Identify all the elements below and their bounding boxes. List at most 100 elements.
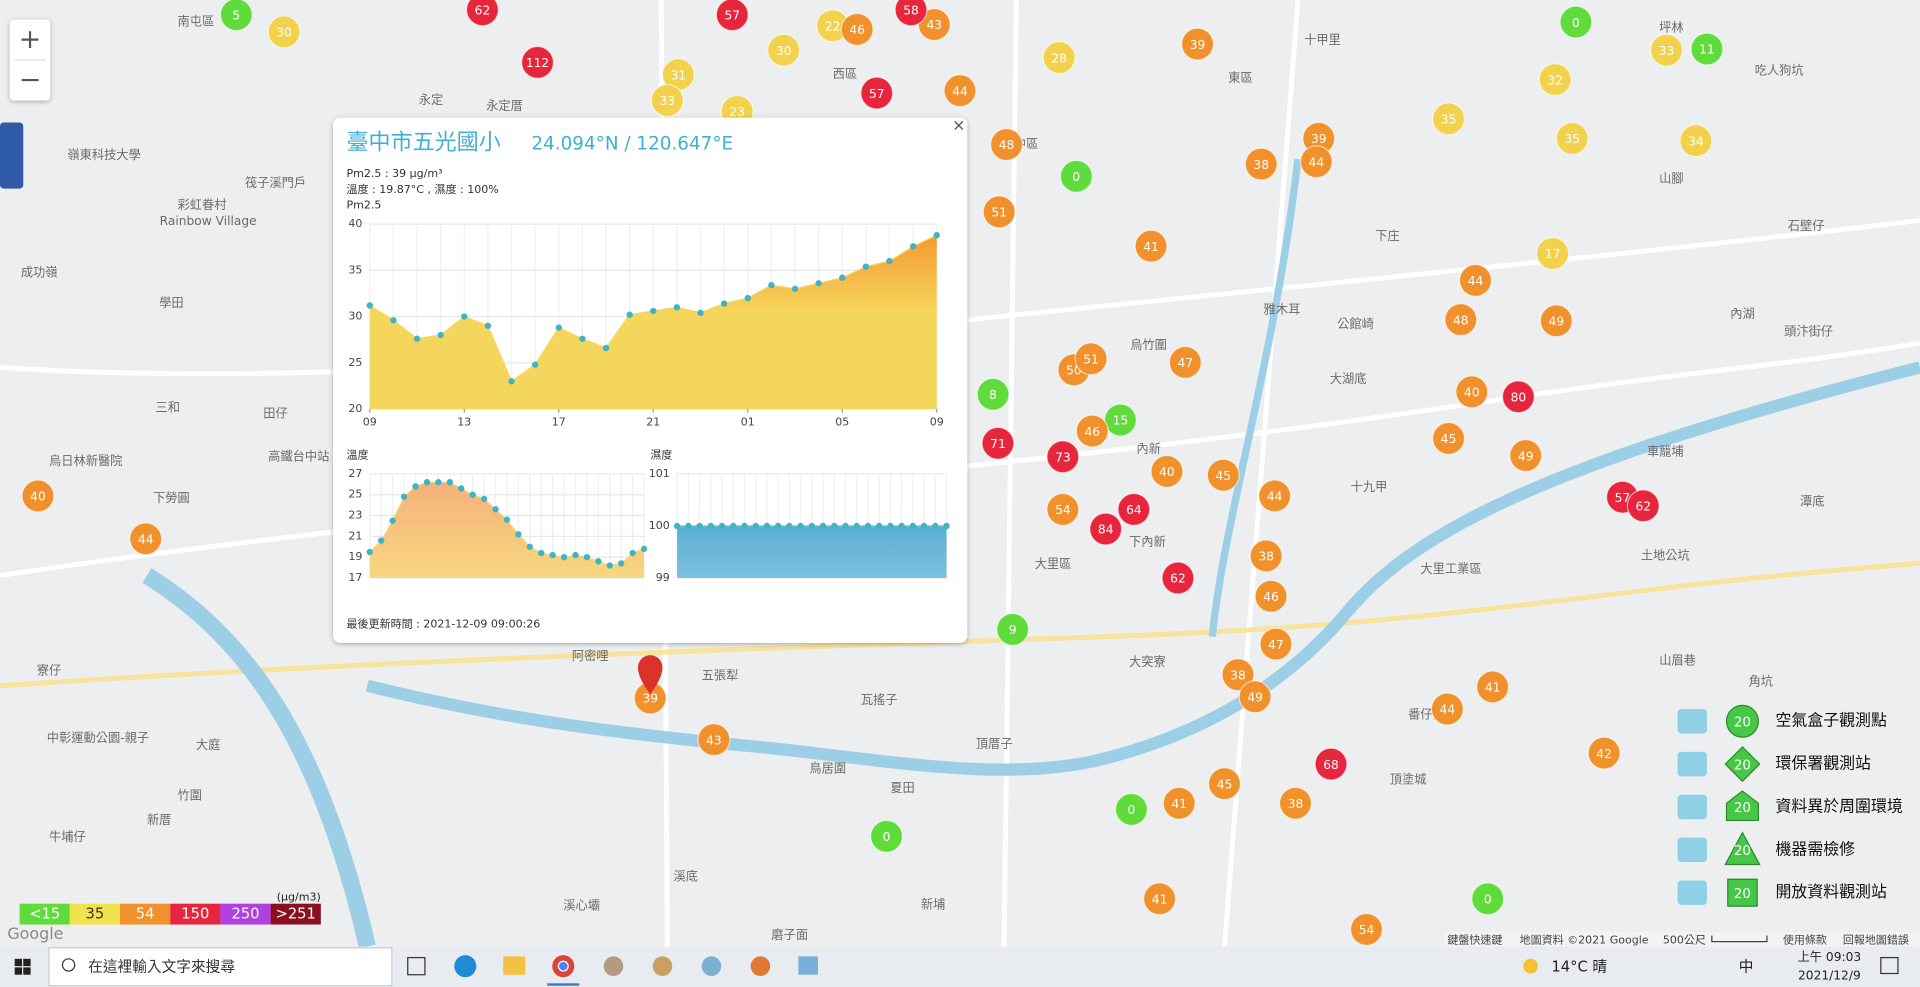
app-icon[interactable] — [652, 956, 673, 976]
y-tick-label: 35 — [348, 263, 362, 276]
x-tick-label: 21 — [646, 415, 660, 428]
app-icon[interactable] — [750, 956, 771, 976]
clock-time: 上午 09:03 — [1798, 950, 1862, 964]
station-marker — [767, 33, 801, 67]
place-label: 大突寮 — [1129, 654, 1166, 669]
point — [898, 522, 905, 530]
station-value: 49 — [1549, 315, 1565, 329]
station-value: 44 — [1440, 703, 1456, 717]
scale-swatch — [120, 903, 171, 925]
explorer-icon[interactable] — [503, 956, 526, 975]
station-marker — [894, 0, 928, 27]
point — [720, 300, 728, 307]
app-icon[interactable] — [798, 956, 818, 975]
attribution-item: 地圖資料 ©2021 Google — [1520, 932, 1649, 946]
point — [583, 553, 591, 561]
place-label: 新厝 — [147, 812, 171, 827]
y-tick-label: 17 — [348, 571, 362, 584]
point — [932, 522, 939, 530]
place-label: 學田 — [159, 296, 183, 310]
search-box[interactable] — [48, 947, 393, 987]
station-marker — [981, 426, 1015, 460]
win-icon — [14, 958, 23, 967]
scale-label: 150 — [181, 906, 209, 923]
zoom-out[interactable]: − — [19, 64, 42, 95]
point — [508, 378, 515, 385]
point — [378, 537, 385, 544]
place-label: 夏田 — [890, 781, 914, 795]
legend-symbol — [1677, 880, 1707, 905]
place-label: 牛埔仔 — [49, 829, 86, 844]
place-label: 筏子溪門戶 — [245, 175, 306, 190]
station-value: 35 — [1564, 132, 1580, 146]
legend-symbol — [1677, 794, 1707, 820]
ime[interactable]: 中 — [1739, 958, 1754, 975]
station-value: 44 — [138, 533, 154, 547]
station-value: 38 — [1288, 797, 1304, 811]
station-value: 38 — [1230, 668, 1246, 682]
station-marker — [1587, 736, 1621, 770]
point — [797, 522, 804, 530]
station-value: 46 — [1263, 590, 1279, 604]
station-marker — [1249, 539, 1283, 573]
station-value: 46 — [849, 23, 865, 37]
place-label: 十九甲 — [1351, 480, 1388, 494]
point — [909, 522, 917, 530]
point — [423, 479, 431, 486]
place-label: 烏竹圍 — [1130, 338, 1167, 352]
point — [886, 257, 893, 265]
win-icon — [23, 967, 31, 975]
place-label: 成功嶺 — [21, 266, 58, 280]
point — [538, 549, 545, 557]
place-label: 烏日林新醫院 — [49, 453, 122, 468]
point — [752, 522, 759, 530]
point — [572, 551, 579, 559]
station-value: 57 — [724, 8, 740, 22]
station-value: 43 — [706, 733, 722, 747]
start-button[interactable] — [14, 958, 31, 975]
station-value: 48 — [999, 138, 1015, 152]
popup: × 臺中市五光國小 24.094°N / 120.647°E Pm2.5 : 3… — [333, 116, 968, 643]
station-marker — [1626, 489, 1660, 523]
app-icon[interactable] — [603, 956, 624, 976]
notifications[interactable] — [1880, 956, 1899, 975]
point — [390, 317, 397, 324]
place-label: 溪心壩 — [563, 899, 600, 913]
pm-line: Pm2.5 : 39 μg/m³ — [347, 167, 443, 180]
zoom-in[interactable]: + — [19, 24, 42, 55]
point — [718, 522, 726, 530]
point — [579, 335, 586, 342]
app-icon[interactable] — [701, 956, 722, 976]
task-view[interactable] — [407, 956, 426, 976]
y-tick-label: 100 — [649, 519, 670, 532]
station-marker — [1278, 786, 1313, 820]
place-label: 東區 — [1228, 71, 1252, 85]
area — [369, 482, 645, 578]
place-label: 永定 — [419, 92, 443, 107]
station-value: 44 — [1468, 274, 1484, 288]
station-marker — [1650, 33, 1684, 67]
station-marker — [1314, 747, 1348, 781]
active-indicator — [547, 983, 580, 986]
y-tick-label: 40 — [348, 217, 362, 230]
point — [412, 483, 419, 490]
point — [819, 522, 827, 530]
point — [673, 522, 681, 530]
point — [707, 522, 715, 530]
side-tab[interactable] — [0, 122, 24, 189]
popup-close[interactable]: × — [952, 116, 965, 135]
edge-icon[interactable] — [454, 955, 477, 978]
station-marker — [1501, 380, 1535, 414]
station-value: 35 — [1441, 113, 1457, 127]
station-value: 0 — [1072, 170, 1080, 184]
station-value: 0 — [1572, 16, 1580, 30]
updated-time: 最後更新時間 : 2021-12-09 09:00:26 — [347, 617, 541, 631]
station-marker — [1150, 454, 1184, 488]
station-marker — [1244, 147, 1278, 181]
x-tick-label: 01 — [741, 415, 755, 428]
area — [677, 525, 947, 578]
attribution-bg — [1444, 931, 1920, 947]
point — [920, 522, 928, 530]
scale-swatch — [19, 903, 70, 925]
